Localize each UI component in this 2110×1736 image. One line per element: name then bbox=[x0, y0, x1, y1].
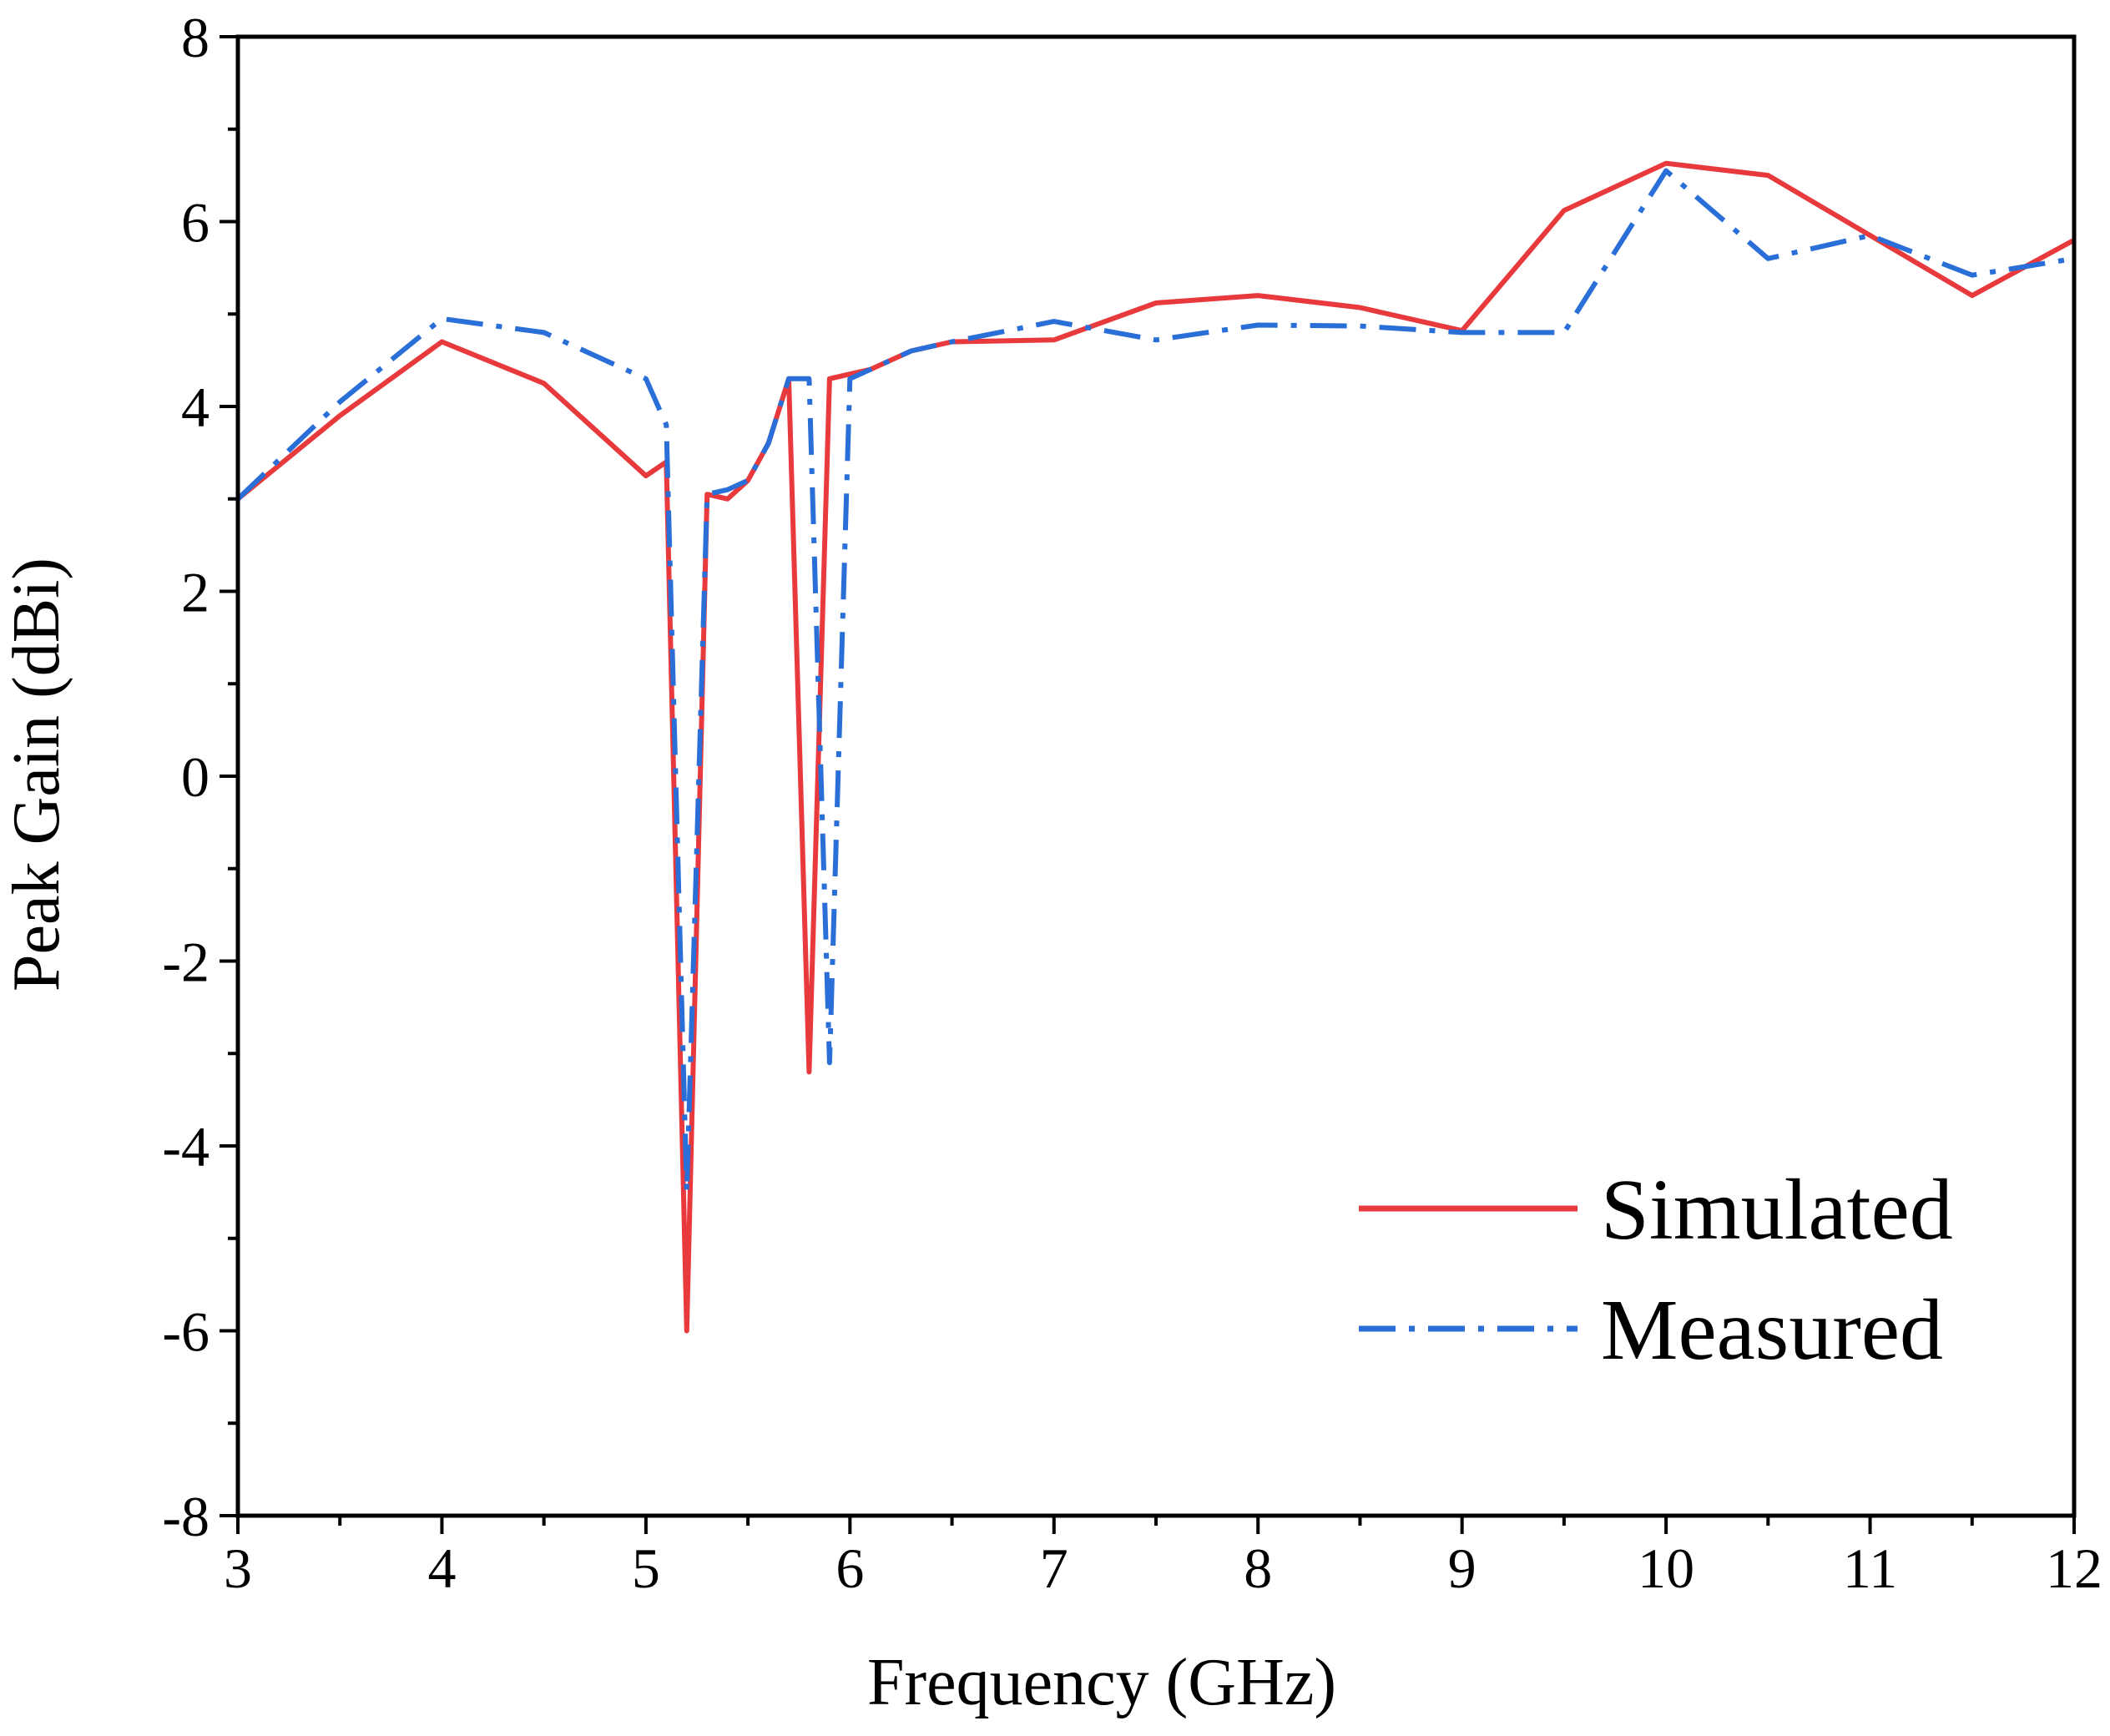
x-tick-label: 3 bbox=[224, 1537, 252, 1600]
x-tick-label: 9 bbox=[1448, 1537, 1476, 1600]
y-tick-label: 0 bbox=[181, 745, 209, 809]
x-tick-label: 12 bbox=[2046, 1537, 2102, 1600]
y-tick-label: 2 bbox=[181, 561, 209, 624]
x-tick-label: 6 bbox=[835, 1537, 864, 1600]
y-tick-label: -8 bbox=[162, 1485, 209, 1548]
y-tick-label: 8 bbox=[181, 6, 209, 69]
y-axis-title: Peak Gain (dBi) bbox=[0, 558, 73, 992]
y-tick-label: -6 bbox=[162, 1300, 209, 1364]
y-tick-label: -4 bbox=[162, 1115, 209, 1178]
series-line-simulated bbox=[236, 160, 2076, 1334]
x-tick-label: 7 bbox=[1040, 1537, 1068, 1600]
legend: Simulated Measured bbox=[1359, 1162, 1953, 1378]
tick-labels: 3 4 5 6 7 8 9 10 11 12 -8 -6 -4 -2 0 2 4 6 8 bbox=[162, 6, 2102, 1600]
y-tick-label: 4 bbox=[181, 376, 209, 439]
legend-label-measured: Measured bbox=[1601, 1282, 1943, 1378]
y-tick-label: -2 bbox=[162, 931, 209, 994]
plot-series bbox=[235, 160, 2076, 1334]
y-tick-label: 6 bbox=[181, 191, 209, 255]
x-axis-title: Frequency (GHz) bbox=[867, 1646, 1336, 1719]
legend-label-simulated: Simulated bbox=[1601, 1162, 1953, 1258]
x-tick-label: 11 bbox=[1843, 1537, 1897, 1600]
x-tick-label: 4 bbox=[427, 1537, 456, 1600]
x-tick-label: 10 bbox=[1638, 1537, 1694, 1600]
x-tick-label: 5 bbox=[632, 1537, 660, 1600]
series-line-measured bbox=[235, 168, 2075, 1195]
x-tick-label: 8 bbox=[1244, 1537, 1272, 1600]
plot-frame bbox=[235, 34, 2077, 1518]
